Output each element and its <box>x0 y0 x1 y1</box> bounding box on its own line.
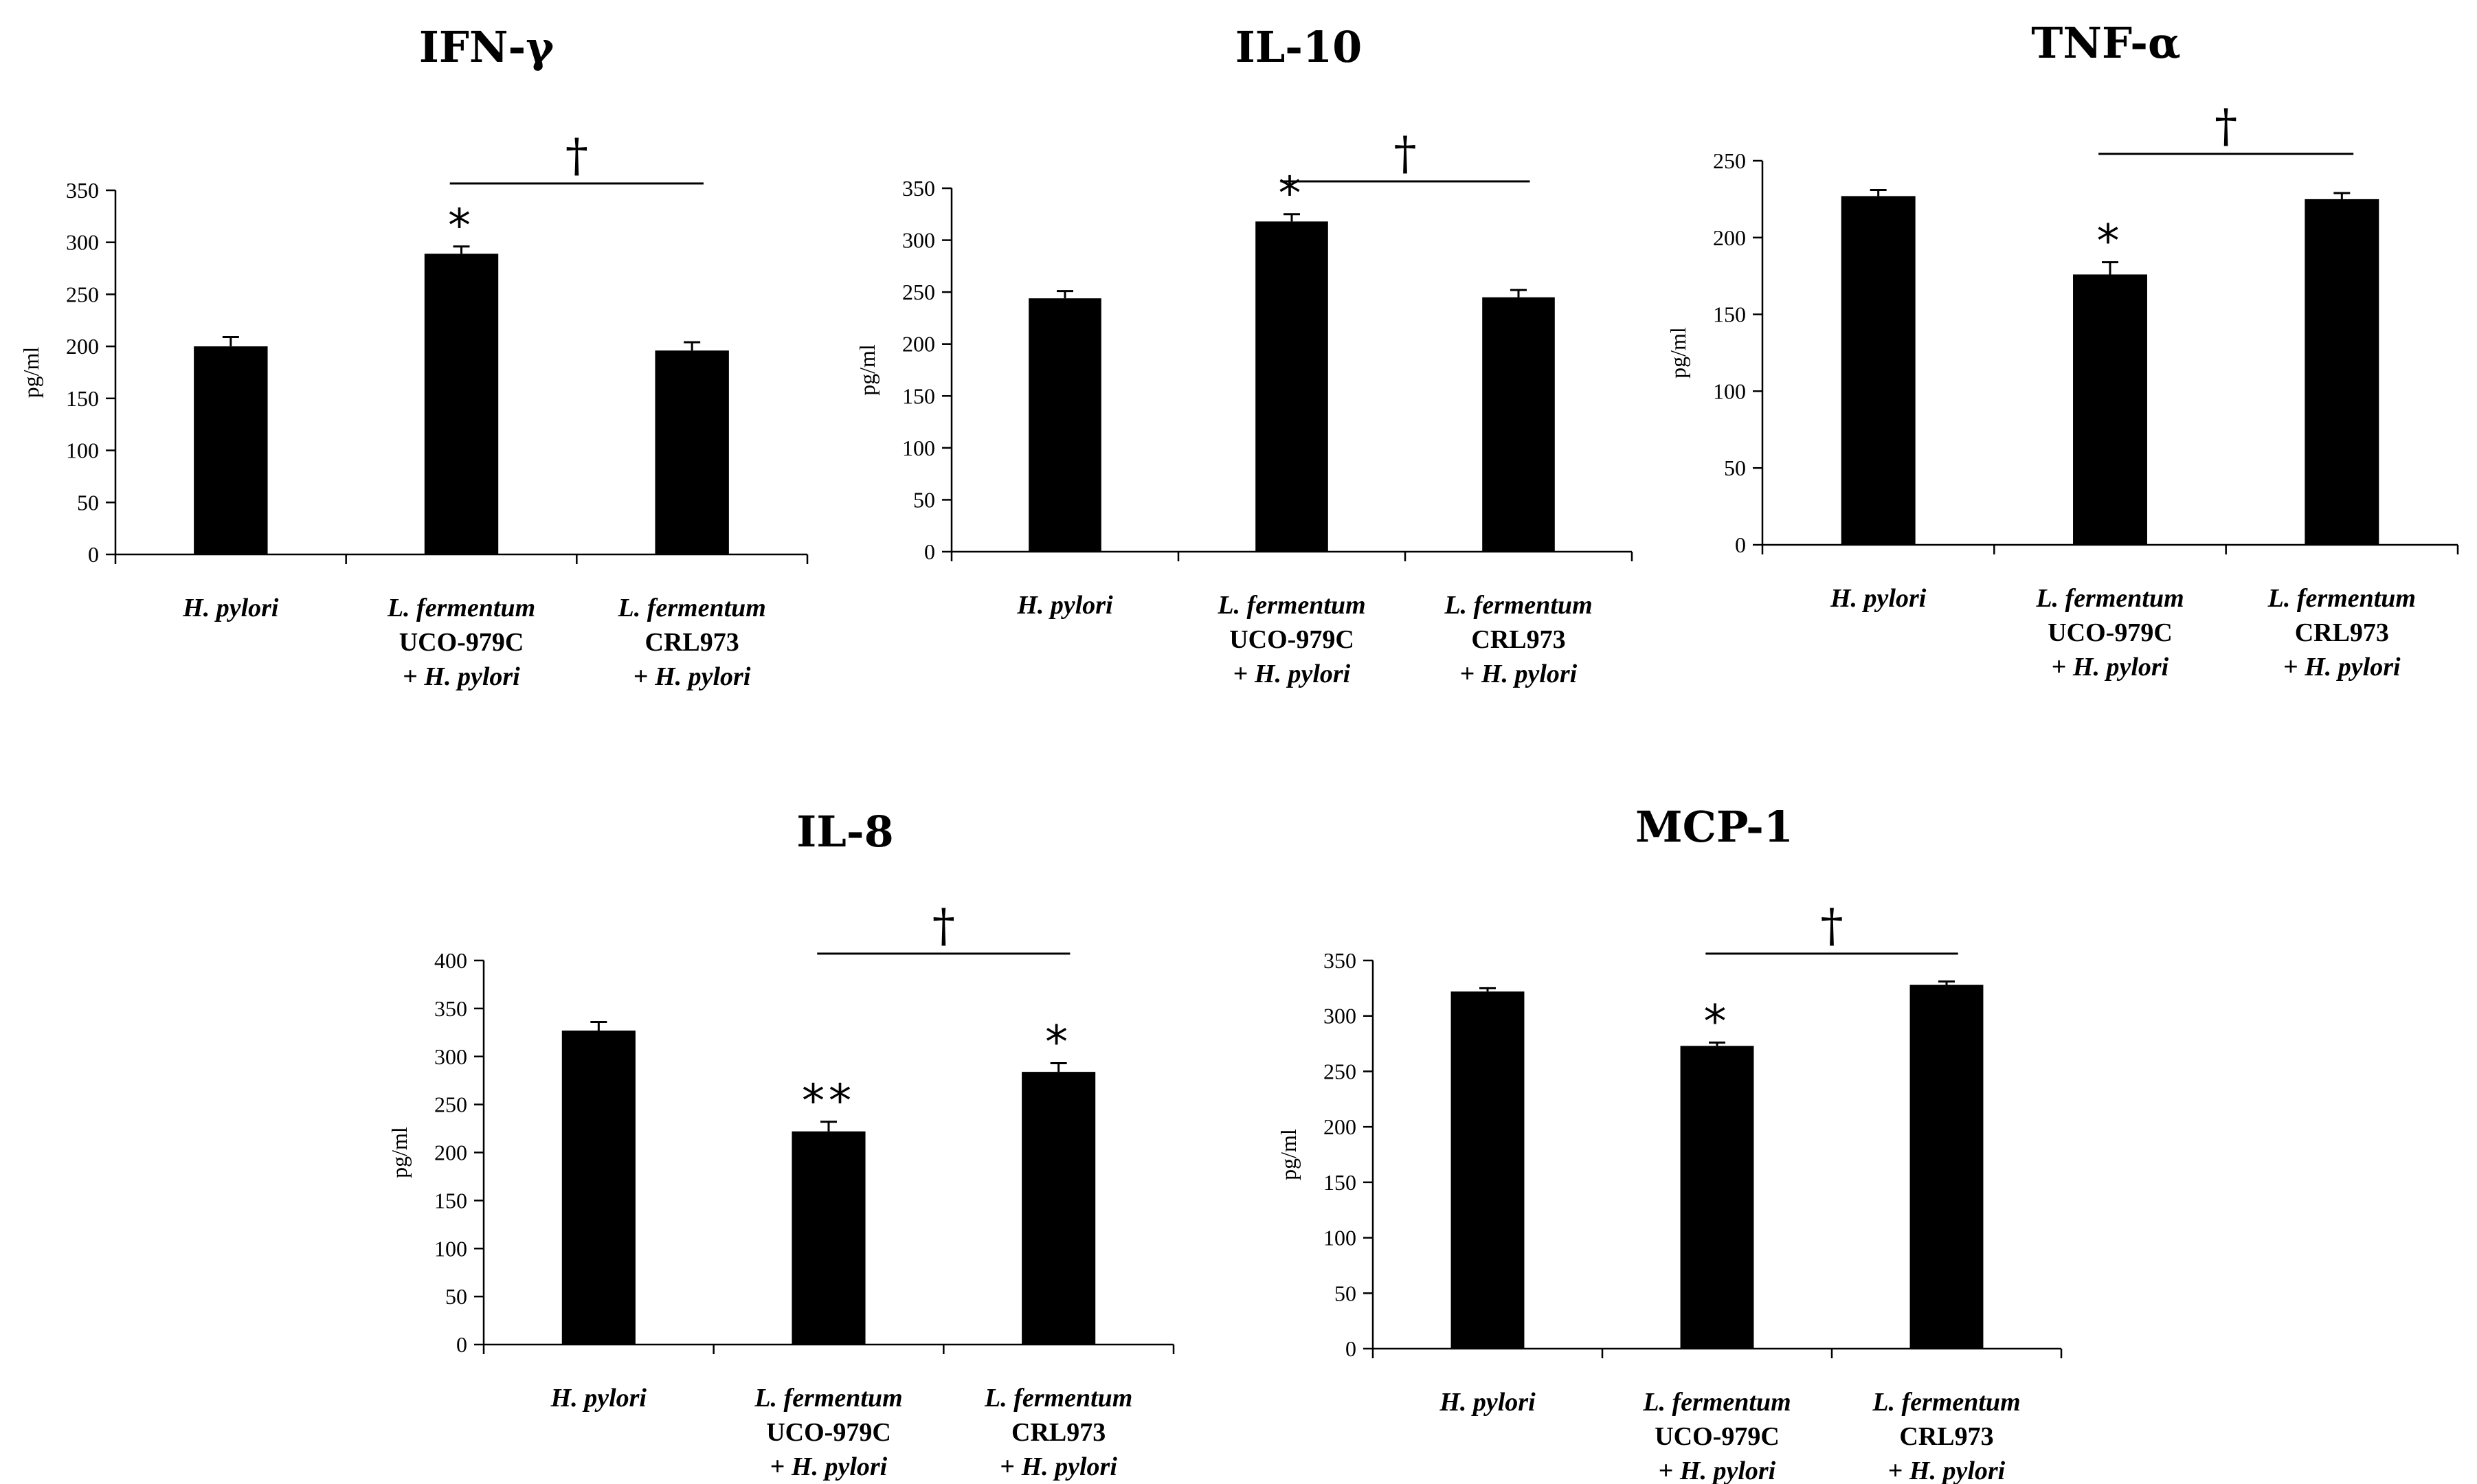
dagger-marker: † <box>932 899 955 952</box>
y-tick-label: 350 <box>66 178 99 203</box>
dagger-marker: † <box>2215 100 2237 153</box>
y-tick-label: 400 <box>434 948 467 973</box>
category-label: L. fermentum CRL973 + H. pylori <box>1444 591 1592 688</box>
y-tick-label: 0 <box>1735 532 1746 557</box>
y-tick-label: 150 <box>1323 1170 1356 1195</box>
y-tick-label: 0 <box>924 539 935 564</box>
y-tick-label: 100 <box>1713 379 1746 403</box>
chart-panel-4: IL-8 pg/ml 0 50 100 150 200 250 300 350 400 H. pylo… <box>387 807 1175 1481</box>
y-tick-label: 150 <box>66 386 99 411</box>
bar <box>1022 1072 1096 1345</box>
bar <box>655 350 729 554</box>
category-label: L. fermentum UCO-979C + H. pylori <box>2035 584 2184 682</box>
category-label: L. fermentum UCO-979C + H. pylori <box>754 1384 902 1481</box>
significance-marker: * <box>448 199 475 252</box>
dagger-marker: † <box>565 129 588 182</box>
y-tick-label: 200 <box>1713 225 1746 250</box>
significance-marker: * <box>1704 995 1731 1048</box>
y-tick-label: 200 <box>434 1140 467 1165</box>
category-label: L. fermentum CRL973 + H. pylori <box>618 594 766 691</box>
category-label: H. pylori <box>550 1384 647 1413</box>
y-tick-label: 250 <box>434 1092 467 1117</box>
significance-marker: * <box>1279 167 1305 220</box>
y-tick-label: 0 <box>1345 1336 1356 1361</box>
bar <box>2073 274 2147 545</box>
y-tick-label: 50 <box>1334 1281 1356 1305</box>
y-tick-label: 250 <box>66 282 99 306</box>
bar <box>1029 298 1101 552</box>
y-tick-label: 150 <box>1713 302 1746 327</box>
chart-title: IFN-γ <box>419 22 554 72</box>
y-tick-label: 350 <box>902 176 935 201</box>
y-axis-label: pg/ml <box>1276 1129 1301 1180</box>
category-label: L. fermentum CRL973 + H. pylori <box>1872 1388 2020 1484</box>
y-tick-label: 250 <box>902 280 935 304</box>
significance-marker: * <box>2097 215 2124 268</box>
y-tick-label: 250 <box>1323 1059 1356 1083</box>
y-tick-label: 200 <box>66 334 99 359</box>
y-tick-label: 300 <box>66 230 99 255</box>
y-tick-label: 0 <box>456 1332 467 1357</box>
y-tick-label: 0 <box>88 542 99 567</box>
y-tick-label: 150 <box>434 1188 467 1213</box>
y-tick-label: 300 <box>434 1044 467 1069</box>
dagger-marker: † <box>1394 127 1417 180</box>
category-label: L. fermentum UCO-979C + H. pylori <box>387 594 535 691</box>
category-label: H. pylori <box>1016 591 1113 620</box>
chart-title: IL-10 <box>1235 22 1363 72</box>
bar <box>2305 199 2379 545</box>
category-label: H. pylori <box>1439 1388 1536 1417</box>
category-label: H. pylori <box>182 594 279 622</box>
significance-marker: * <box>1045 1016 1072 1069</box>
y-tick-label: 50 <box>77 490 99 515</box>
y-axis-label: pg/ml <box>855 344 879 396</box>
chart-title: TNF-α <box>2031 18 2180 68</box>
y-tick-label: 300 <box>902 228 935 253</box>
category-label: L. fermentum CRL973 + H. pylori <box>984 1384 1132 1481</box>
y-tick-label: 250 <box>1713 148 1746 173</box>
y-tick-label: 350 <box>434 996 467 1021</box>
bar <box>1482 297 1555 552</box>
bar <box>1255 221 1328 552</box>
bar <box>194 346 268 554</box>
bar <box>561 1031 636 1345</box>
y-tick-label: 50 <box>913 487 935 512</box>
y-tick-label: 100 <box>1323 1226 1356 1250</box>
category-label: L. fermentum UCO-979C + H. pylori <box>1217 591 1365 688</box>
bar <box>1680 1046 1754 1349</box>
y-tick-label: 50 <box>1724 456 1746 480</box>
chart-panel-1: IFN-γ pg/ml 0 50 100 150 200 250 300 350 H. pylori… <box>19 22 809 691</box>
y-tick-label: 200 <box>1323 1114 1356 1139</box>
y-tick-label: 100 <box>66 438 99 463</box>
chart-panel-2: IL-10 pg/ml 0 50 100 150 200 250 300 350 H. pylori… <box>855 22 1633 688</box>
y-axis-label: pg/ml <box>19 347 43 398</box>
bar <box>792 1131 866 1345</box>
bar <box>424 254 499 554</box>
significance-marker: ** <box>802 1075 855 1127</box>
category-label: L. fermentum UCO-979C + H. pylori <box>1642 1388 1791 1484</box>
y-axis-label: pg/ml <box>387 1127 412 1178</box>
bar <box>1841 196 1916 545</box>
chart-panel-3: TNF-α pg/ml 0 50 100 150 200 250 H. pylori * L. fe… <box>1666 18 2459 682</box>
y-tick-label: 300 <box>1323 1004 1356 1028</box>
category-label: L. fermentum CRL973 + H. pylori <box>2267 584 2416 682</box>
dagger-marker: † <box>1821 899 1843 952</box>
y-tick-label: 200 <box>902 332 935 357</box>
y-tick-label: 350 <box>1323 948 1356 973</box>
category-label: H. pylori <box>1830 584 1927 613</box>
y-axis-label: pg/ml <box>1666 327 1690 379</box>
bar <box>1909 985 1984 1349</box>
y-tick-label: 100 <box>902 436 935 460</box>
y-tick-label: 50 <box>445 1284 467 1309</box>
y-tick-label: 100 <box>434 1236 467 1261</box>
chart-panel-5: MCP-1 pg/ml 0 50 100 150 200 250 300 350 H. pylori… <box>1276 802 2063 1484</box>
bar <box>1450 991 1525 1349</box>
y-tick-label: 150 <box>902 383 935 408</box>
chart-title: MCP-1 <box>1635 802 1793 852</box>
chart-title: IL-8 <box>796 807 893 857</box>
